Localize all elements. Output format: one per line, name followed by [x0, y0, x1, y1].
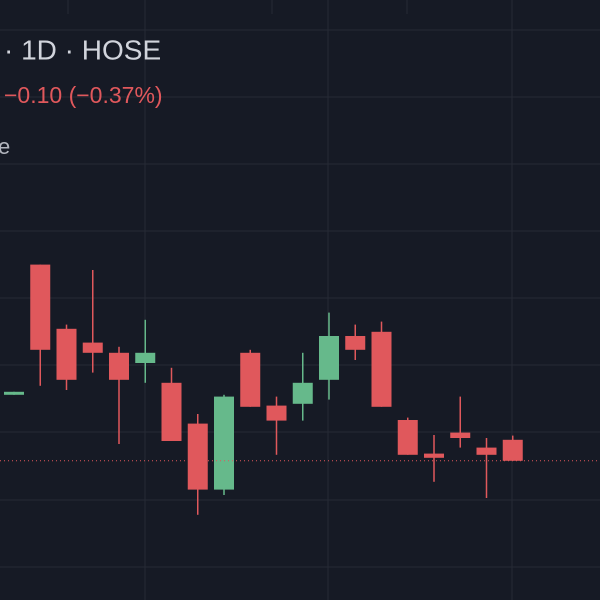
legend-text: e	[0, 134, 10, 159]
candle-body	[345, 336, 366, 350]
candle-body	[214, 396, 234, 490]
candle-body	[502, 439, 523, 461]
price-change: −0.10 (−0.37%)	[4, 82, 163, 108]
candle-body	[56, 328, 77, 380]
candle-body	[4, 391, 24, 395]
candle-body	[450, 432, 471, 438]
candle-body	[397, 420, 418, 455]
chart-title: · 1D · HOSE	[4, 34, 161, 65]
candle-body	[476, 447, 497, 455]
candle-body	[30, 264, 51, 350]
candle-body	[240, 352, 261, 407]
candle-body	[424, 453, 444, 458]
candle-body	[82, 342, 103, 353]
candle-body	[187, 423, 208, 490]
candle-body	[292, 382, 313, 404]
candle-body	[266, 405, 287, 421]
candles	[0, 264, 600, 515]
candle-body	[161, 382, 182, 441]
candle-body	[109, 352, 129, 380]
candle-body	[319, 336, 339, 380]
candle-body	[135, 352, 156, 363]
candle-body	[371, 331, 392, 407]
